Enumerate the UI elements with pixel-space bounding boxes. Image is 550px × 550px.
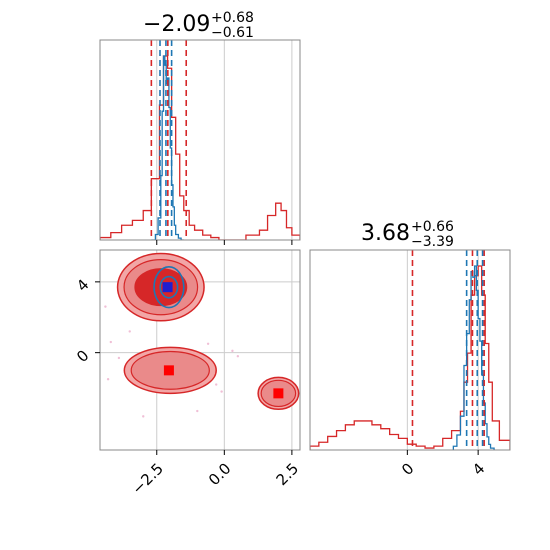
top-panel-frame bbox=[99, 39, 301, 241]
joint-markers bbox=[162, 282, 284, 399]
joint-ytick-label-0: 0 bbox=[73, 346, 92, 365]
right-hist-series-1 bbox=[452, 265, 495, 450]
joint-x-ticks: −2.5 0.0 2.5 bbox=[129, 450, 303, 498]
sample-point-5 bbox=[231, 349, 234, 353]
right-panel-frame bbox=[309, 249, 511, 451]
right-hist-series-0 bbox=[310, 265, 510, 450]
right-histograms bbox=[310, 265, 510, 450]
marginal-panel-top: −2.09 +0.68 −0.61 bbox=[99, 10, 301, 245]
top-histograms bbox=[100, 55, 300, 240]
sample-point-9 bbox=[206, 342, 210, 346]
joint-xtick-label-1: 0.0 bbox=[205, 460, 235, 490]
right-title-sub: −3.39 bbox=[411, 234, 454, 250]
right-title-main: 3.68 bbox=[361, 221, 410, 246]
sample-point-10 bbox=[236, 354, 240, 358]
sample-point-1 bbox=[117, 356, 121, 360]
joint-ytick-label-1: 4 bbox=[73, 276, 92, 295]
right-xtick-label-0: 0 bbox=[398, 460, 417, 479]
top-quantile-lines bbox=[150, 40, 188, 240]
joint-y-ticks: 04 bbox=[73, 276, 100, 366]
marker-square-1 bbox=[273, 388, 284, 399]
top-title-main: −2.09 bbox=[143, 12, 210, 37]
right-quantile-lines bbox=[411, 250, 485, 450]
joint-xtick-label-0: −2.5 bbox=[129, 460, 167, 498]
marker-square-2 bbox=[162, 282, 173, 293]
sample-point-7 bbox=[142, 415, 145, 418]
blue-contour-outer bbox=[153, 266, 185, 309]
sample-point-0 bbox=[109, 340, 113, 344]
joint-panel-frame bbox=[99, 249, 301, 451]
joint-panel: −2.5 0.0 2.5 04 bbox=[73, 249, 303, 498]
top-title-sup: +0.68 bbox=[211, 10, 254, 26]
sample-point-6 bbox=[106, 378, 110, 381]
top-title-sub: −0.61 bbox=[211, 25, 254, 41]
sample-point-3 bbox=[215, 383, 218, 386]
top-hist-series-0 bbox=[100, 55, 300, 240]
sample-point-4 bbox=[220, 390, 223, 393]
right-grid bbox=[406, 250, 479, 450]
top-grid bbox=[156, 40, 293, 240]
marker-square-0 bbox=[163, 365, 174, 376]
blue-contour-inner bbox=[159, 275, 179, 299]
joint-xtick-label-2: 2.5 bbox=[273, 460, 303, 490]
sample-point-2 bbox=[128, 330, 131, 333]
sample-point-8 bbox=[196, 409, 199, 413]
top-hist-series-1 bbox=[151, 55, 184, 240]
sample-point-11 bbox=[104, 305, 107, 308]
joint-density bbox=[104, 252, 300, 418]
right-title-sup: +0.66 bbox=[411, 219, 454, 235]
right-xtick-label-1: 4 bbox=[469, 460, 488, 479]
top-x-ticks bbox=[156, 240, 293, 245]
